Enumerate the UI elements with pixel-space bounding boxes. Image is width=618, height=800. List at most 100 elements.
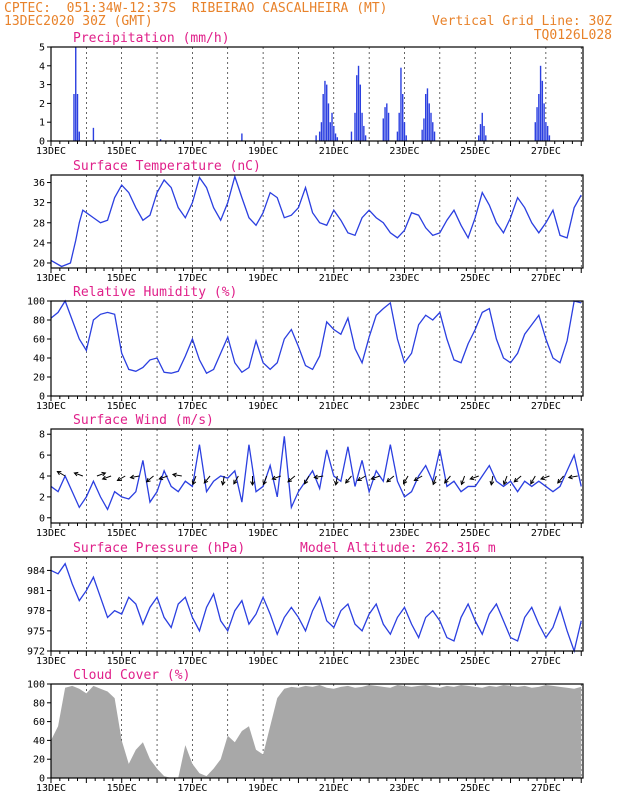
x-tick-label: 19DEC	[248, 146, 278, 157]
series-line	[50, 436, 582, 511]
y-tick-label: 6	[39, 451, 45, 462]
y-tick-label: 978	[27, 606, 45, 617]
precip-bar	[354, 112, 356, 141]
panel-frame	[50, 46, 584, 142]
wind-arrow	[530, 475, 536, 485]
y-tick-label: 4	[39, 61, 45, 72]
y-tick-label: 40	[33, 736, 45, 747]
wind-arrow	[414, 475, 423, 481]
x-tick-label: 25DEC	[460, 528, 490, 539]
x-tick-label: 15DEC	[107, 146, 137, 157]
wind-arrow-head	[386, 477, 392, 483]
precip-bar	[536, 107, 538, 141]
panel-frame	[50, 174, 584, 269]
wind-arrow	[314, 475, 324, 479]
x-tick-label: 13DEC	[36, 783, 66, 794]
precip-bar	[350, 131, 353, 141]
precip-bar	[433, 131, 436, 141]
x-tick-label: 19DEC	[248, 401, 278, 412]
wind-arrow	[57, 471, 66, 477]
wind-arrow	[490, 475, 494, 485]
wind-arrow	[357, 475, 366, 481]
wind-arrow	[272, 475, 281, 480]
x-tick-label: 27DEC	[531, 146, 561, 157]
precip-bar	[329, 122, 331, 141]
wind-arrow	[304, 475, 310, 485]
wind-arrow-head	[203, 478, 209, 484]
precip-bar	[73, 94, 75, 141]
y-tick-label: 0	[39, 774, 45, 785]
precip-bar	[336, 137, 339, 141]
plot-area	[51, 557, 583, 651]
y-tick-label: 972	[27, 647, 45, 658]
y-tick-label: 975	[27, 626, 45, 637]
wind-arrow	[102, 475, 112, 480]
precip-bar	[405, 135, 407, 141]
precip-bar	[386, 103, 388, 141]
wind-arrow-head	[158, 475, 164, 481]
precip-bar	[334, 133, 337, 141]
x-tick-label: 19DEC	[248, 528, 278, 539]
plot-area	[51, 175, 583, 268]
precip-bar	[75, 47, 77, 141]
precip-bar	[534, 122, 536, 141]
wind-arrow-head	[469, 475, 475, 481]
precip-bar	[357, 65, 360, 141]
x-tick-label: 21DEC	[319, 656, 349, 667]
x-tick-label: 25DEC	[460, 273, 490, 284]
wind-arrow-head	[443, 478, 449, 484]
x-tick-label: 25DEC	[460, 146, 490, 157]
precip-bar	[384, 107, 386, 141]
x-tick-label: 27DEC	[531, 656, 561, 667]
series-line	[50, 562, 582, 654]
wind-arrow-head	[460, 480, 465, 486]
precip-bar	[331, 112, 333, 141]
precip-bar	[430, 112, 432, 141]
x-tick-label: 27DEC	[531, 783, 561, 794]
precip-bar	[424, 94, 427, 141]
precip-bar	[356, 75, 358, 141]
y-tick-label: 28	[33, 218, 45, 229]
precip-bar	[426, 88, 429, 141]
precip-bar	[78, 131, 80, 141]
wind-arrow	[568, 475, 578, 479]
panel-frame	[50, 556, 584, 652]
y-tick-label: 36	[33, 178, 45, 189]
precip-bar	[326, 84, 328, 141]
x-tick-label: 13DEC	[36, 146, 66, 157]
x-tick-label: 23DEC	[389, 783, 419, 794]
wind-arrow-head	[101, 475, 107, 481]
wind-arrow-head	[370, 475, 376, 481]
wind-arrow	[287, 475, 296, 483]
model-altitude-note: Model Altitude: 262.316 m	[300, 541, 496, 556]
precip-bar	[400, 67, 402, 141]
wind-arrow	[503, 475, 508, 485]
x-tick-label: 23DEC	[389, 146, 419, 157]
wind-arrow	[159, 475, 168, 480]
y-tick-label: 3	[39, 80, 45, 91]
y-tick-label: 4	[39, 472, 45, 483]
precip-bar	[159, 139, 162, 141]
wind-arrow	[117, 475, 126, 481]
series-line	[50, 174, 582, 268]
x-tick-label: 13DEC	[36, 656, 66, 667]
precip-bar	[324, 80, 326, 141]
x-tick-label: 21DEC	[319, 783, 349, 794]
y-tick-label: 2	[39, 99, 45, 110]
plot-area	[51, 47, 583, 141]
precip-bar	[382, 118, 384, 141]
x-tick-label: 15DEC	[107, 783, 137, 794]
precip-bar	[92, 127, 95, 141]
precip-bar	[363, 125, 365, 141]
precip-bar	[241, 133, 243, 141]
wind-arrow-head	[171, 472, 177, 478]
wind-arrow	[432, 475, 437, 485]
precip-bar	[364, 135, 367, 141]
precip-bar	[387, 112, 390, 141]
panel-title: Surface Wind (m/s)	[73, 413, 214, 428]
y-tick-label: 1	[39, 118, 45, 129]
wind-arrow	[371, 475, 380, 480]
wind-arrow-head	[116, 476, 122, 482]
precip-bar	[479, 124, 482, 141]
x-tick-label: 27DEC	[531, 401, 561, 412]
